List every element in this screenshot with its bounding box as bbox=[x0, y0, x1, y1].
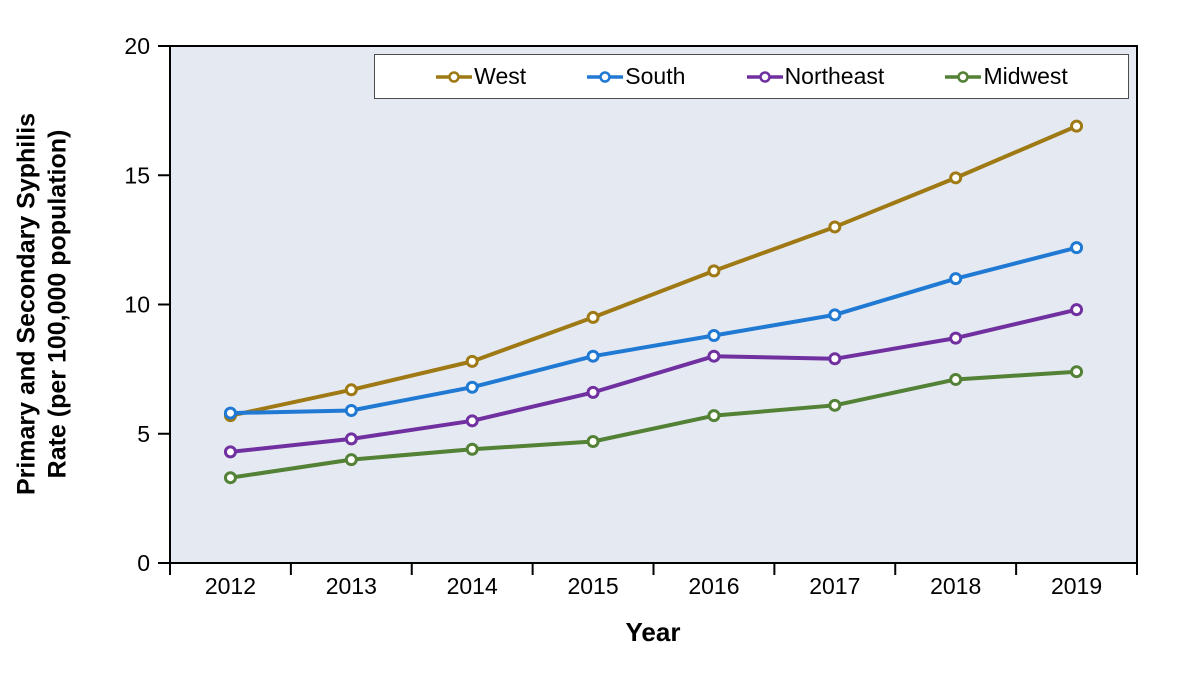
legend-item-west: West bbox=[435, 63, 526, 90]
x-tick-label: 2013 bbox=[326, 573, 377, 599]
data-point-west-2013 bbox=[344, 383, 358, 397]
data-point-south-2017 bbox=[828, 308, 842, 322]
legend-line-marker-icon bbox=[436, 70, 473, 83]
data-point-northeast-2012 bbox=[223, 445, 237, 459]
data-point-northeast-2015 bbox=[586, 385, 600, 399]
x-tick-label: 2019 bbox=[1051, 573, 1102, 599]
data-point-midwest-2019 bbox=[1070, 365, 1084, 379]
legend-line-marker-icon bbox=[587, 70, 624, 83]
legend-label-northeast: Northeast bbox=[784, 63, 885, 89]
legend-item-midwest: Midwest bbox=[944, 63, 1068, 90]
data-point-west-2019 bbox=[1070, 119, 1084, 133]
legend-item-northeast: Northeast bbox=[746, 63, 885, 90]
data-point-northeast-2016 bbox=[707, 349, 721, 363]
legend-circle-marker bbox=[758, 70, 771, 83]
data-point-midwest-2016 bbox=[707, 409, 721, 423]
series-line-northeast bbox=[228, 307, 1079, 454]
data-point-west-2014 bbox=[465, 354, 479, 368]
data-point-midwest-2012 bbox=[223, 471, 237, 485]
data-point-south-2019 bbox=[1070, 241, 1084, 255]
data-point-midwest-2018 bbox=[949, 372, 963, 386]
legend-circle-marker bbox=[957, 70, 970, 83]
data-point-west-2017 bbox=[828, 220, 842, 234]
legend-item-south: South bbox=[586, 63, 685, 90]
x-tick-label: 2012 bbox=[205, 573, 256, 599]
data-point-south-2018 bbox=[949, 272, 963, 286]
x-tick-label: 2016 bbox=[688, 573, 739, 599]
y-tick-label: 15 bbox=[124, 162, 150, 188]
y-tick-label: 5 bbox=[137, 421, 150, 447]
data-point-west-2016 bbox=[707, 264, 721, 278]
x-tick-label: 2018 bbox=[930, 573, 981, 599]
legend-line-marker-icon bbox=[945, 70, 982, 83]
y-axis-title: Primary and Secondary Syphilis Rate (per… bbox=[12, 113, 73, 495]
series-line-south bbox=[228, 245, 1079, 416]
data-point-south-2013 bbox=[344, 403, 358, 417]
data-point-northeast-2017 bbox=[828, 352, 842, 366]
y-axis-title-line2: Rate (per 100,000 population) bbox=[43, 129, 71, 479]
data-point-midwest-2013 bbox=[344, 453, 358, 467]
legend-circle-marker bbox=[599, 70, 612, 83]
legend-circle-marker bbox=[448, 70, 460, 83]
series-line-west bbox=[228, 124, 1079, 418]
data-point-northeast-2018 bbox=[949, 331, 963, 345]
legend-label-west: West bbox=[474, 63, 527, 89]
data-point-midwest-2014 bbox=[465, 442, 479, 456]
legend-label-south: South bbox=[625, 63, 686, 89]
data-point-west-2018 bbox=[949, 171, 963, 185]
y-axis-title-line1: Primary and Secondary Syphilis bbox=[12, 112, 41, 496]
y-tick-label: 10 bbox=[124, 292, 150, 318]
series-line-midwest bbox=[228, 369, 1079, 480]
y-tick-label: 0 bbox=[137, 550, 150, 576]
data-point-south-2016 bbox=[707, 329, 721, 343]
legend-line-marker-icon bbox=[746, 70, 783, 83]
x-tick-label: 2015 bbox=[567, 573, 618, 599]
data-point-northeast-2019 bbox=[1070, 303, 1084, 317]
plot-area bbox=[169, 45, 1138, 564]
data-point-midwest-2017 bbox=[828, 398, 842, 412]
data-point-northeast-2013 bbox=[344, 432, 358, 446]
legend-label-midwest: Midwest bbox=[983, 63, 1068, 89]
data-point-northeast-2014 bbox=[465, 414, 479, 428]
data-point-midwest-2015 bbox=[586, 435, 600, 449]
data-point-south-2012 bbox=[223, 406, 237, 420]
data-point-south-2015 bbox=[586, 349, 600, 363]
legend: West South Northeast Midwest bbox=[374, 54, 1129, 99]
x-axis-title: Year bbox=[625, 617, 681, 647]
y-tick-label: 20 bbox=[124, 33, 150, 59]
x-tick-label: 2014 bbox=[447, 573, 498, 599]
data-point-south-2014 bbox=[465, 380, 479, 394]
x-tick-label: 2017 bbox=[809, 573, 860, 599]
data-point-west-2015 bbox=[586, 310, 600, 324]
